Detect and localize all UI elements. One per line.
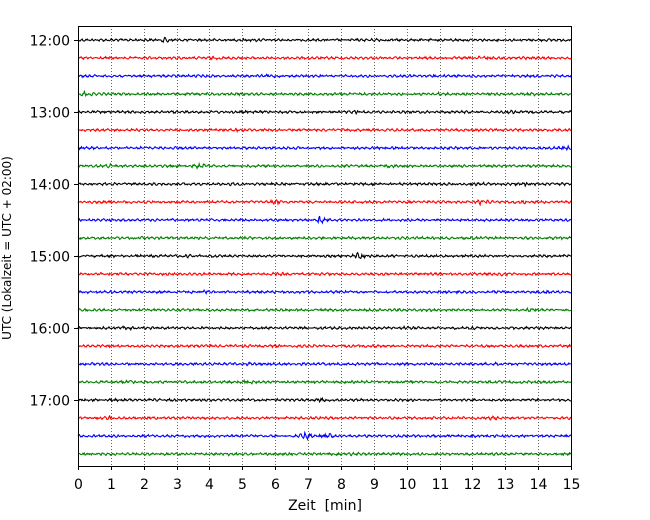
x-tick-label-4: 4 xyxy=(205,477,214,493)
x-tick-label-10: 10 xyxy=(399,477,417,493)
x-tick-label-6: 6 xyxy=(271,477,280,493)
trace-12:00 xyxy=(77,36,572,44)
trace-15:15 xyxy=(77,271,572,278)
trace-16:30 xyxy=(77,361,572,367)
y-tick-label-13:00: 13:00 xyxy=(30,106,70,122)
x-tick-label-1: 1 xyxy=(107,477,116,493)
trace-14:15 xyxy=(77,198,572,207)
seismic-traces xyxy=(77,36,572,457)
x-tick-label-2: 2 xyxy=(140,477,149,493)
x-tick-label-5: 5 xyxy=(238,477,247,493)
x-tick-label-7: 7 xyxy=(304,477,313,493)
x-axis-label: Zeit [min] xyxy=(288,498,362,514)
trace-16:15 xyxy=(77,343,572,349)
trace-12:15 xyxy=(77,55,572,61)
y-axis-label: UTC (Lokalzeit = UTC + 02:00) xyxy=(0,156,14,340)
trace-15:00 xyxy=(77,251,572,260)
x-tick-label-13: 13 xyxy=(497,477,515,493)
trace-17:15 xyxy=(77,414,572,421)
trace-14:45 xyxy=(77,235,572,241)
trace-14:00 xyxy=(77,181,572,188)
x-tick-label-15: 15 xyxy=(563,477,581,493)
trace-17:00 xyxy=(77,396,572,404)
trace-16:45 xyxy=(77,379,572,385)
x-tick-label-0: 0 xyxy=(74,477,83,493)
x-tick-label-3: 3 xyxy=(173,477,182,493)
y-tick-label-17:00: 17:00 xyxy=(30,394,70,410)
trace-12:30 xyxy=(77,73,572,79)
y-tick-label-14:00: 14:00 xyxy=(30,178,70,194)
trace-13:30 xyxy=(77,144,572,152)
x-tick-label-11: 11 xyxy=(432,477,450,493)
y-axis-ticks: 12:00 13:00 14:00 15:00 16:00 17:00 xyxy=(30,34,78,410)
trace-17:30 xyxy=(77,430,572,441)
trace-15:45 xyxy=(77,306,572,313)
x-tick-label-12: 12 xyxy=(464,477,482,493)
plot-area-frame xyxy=(78,26,572,467)
trace-16:00 xyxy=(77,324,572,332)
vertical-grid xyxy=(111,26,539,466)
y-tick-label-15:00: 15:00 xyxy=(30,250,70,266)
x-tick-label-14: 14 xyxy=(530,477,548,493)
trace-17:45 xyxy=(77,451,572,457)
y-tick-label-12:00: 12:00 xyxy=(30,34,70,50)
trace-12:45 xyxy=(77,89,572,98)
x-tick-label-8: 8 xyxy=(337,477,346,493)
trace-14:30 xyxy=(77,215,572,225)
trace-15:30 xyxy=(78,289,572,296)
trace-13:45 xyxy=(77,161,572,170)
trace-13:00 xyxy=(77,109,572,116)
x-tick-label-9: 9 xyxy=(370,477,379,493)
x-axis-ticks: 0 1 2 3 4 5 6 7 8 9 10 11 12 13 14 15 xyxy=(74,466,580,493)
trace-13:15 xyxy=(77,127,572,134)
y-tick-label-16:00: 16:00 xyxy=(30,322,70,338)
